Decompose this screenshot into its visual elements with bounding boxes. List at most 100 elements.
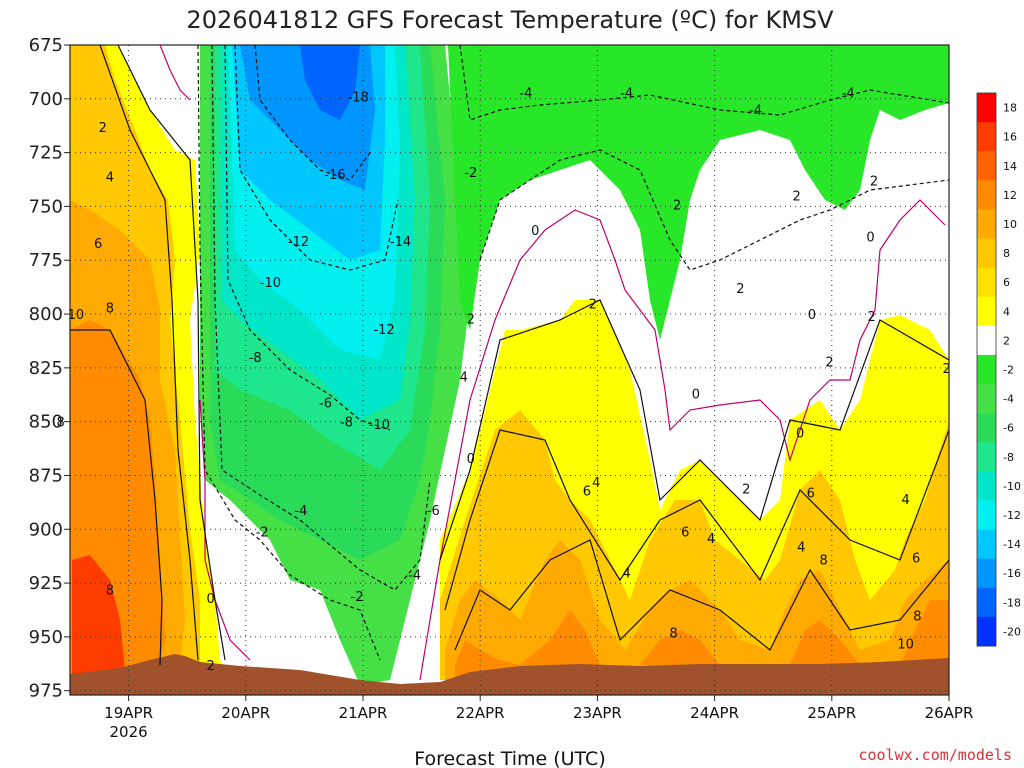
- contour-east-2: [439, 299, 949, 561]
- contour-label: 0: [808, 308, 816, 323]
- colorbar-swatch: [977, 500, 996, 531]
- contour-label: 2: [825, 355, 833, 370]
- x-tick-label: 26APR: [925, 704, 974, 722]
- x-tick-label: 22APR: [456, 704, 505, 722]
- y-tick-label: 675: [29, 35, 63, 56]
- colorbar-label: -10: [1003, 480, 1021, 493]
- colorbar-label: -12: [1003, 509, 1021, 522]
- contour-label: -4: [408, 568, 421, 583]
- colorbar-swatch: [977, 209, 996, 240]
- colorbar-swatch: [977, 442, 996, 472]
- credit-text: coolwx.com/models: [858, 746, 1012, 764]
- colorbar-label: -6: [1003, 422, 1014, 435]
- contour-label: 2: [589, 297, 597, 312]
- y-tick-label: 750: [29, 196, 63, 217]
- contour-label: 0: [692, 388, 700, 403]
- contour-label: 10: [68, 308, 85, 323]
- contour-label: 2: [99, 121, 107, 136]
- y-tick-label: 875: [29, 465, 63, 486]
- contour-label: 2: [736, 282, 744, 297]
- contour-label: 2: [870, 175, 878, 190]
- contour-label: 0: [531, 224, 539, 239]
- colorbar-swatch: [977, 180, 996, 210]
- colorbar-label: 12: [1003, 189, 1017, 202]
- colorbar-swatch: [977, 587, 996, 618]
- colorbar-label: 4: [1003, 305, 1010, 318]
- contour-label: -4: [294, 504, 307, 519]
- colorbar: 18 16 14 12 10 8 6 4 2 -2 -4 -6 -8 -10 -12 -14 -16 -18 -20: [976, 92, 1021, 647]
- band-warm-west-red: [72, 555, 125, 680]
- x-tick-label: 25APR: [807, 704, 856, 722]
- contour-label: -4: [519, 86, 532, 101]
- contour-east-4: [444, 429, 949, 611]
- colorbar-label: 6: [1003, 276, 1010, 289]
- contour-label: 6: [912, 551, 920, 566]
- colorbar-swatch: [977, 122, 996, 152]
- contour-label: 10: [897, 637, 914, 652]
- colorbar-swatch: [977, 93, 996, 123]
- contour-label: 4: [623, 566, 631, 581]
- contour-label: 8: [669, 627, 677, 642]
- contour-label: -8: [340, 416, 353, 431]
- contour-east-minus4: [459, 45, 949, 121]
- terrain: [70, 654, 949, 695]
- colorbar-label: 2: [1003, 334, 1010, 347]
- contour-label: 4: [901, 493, 909, 508]
- contour-west-6: [99, 45, 199, 661]
- contour-zero-east: [419, 199, 946, 681]
- colorbar-swatch: [977, 529, 996, 560]
- contour-label: 6: [94, 237, 102, 252]
- contour-label: 2: [943, 362, 951, 377]
- contour-label: 4: [592, 476, 600, 491]
- contour-label: 0: [206, 592, 214, 607]
- contour-label: -8: [249, 351, 262, 366]
- y-tick-label: 825: [29, 358, 63, 379]
- contour-label: 2: [792, 190, 800, 205]
- contour-label: -12: [288, 235, 309, 250]
- colorbar-label: -14: [1003, 538, 1021, 551]
- colorbar-swatch: [977, 471, 996, 501]
- contour-label: 2: [742, 482, 750, 497]
- x-tick-sublabel: 2026: [110, 723, 148, 741]
- contour-minus8: [224, 45, 391, 431]
- colorbar-label: -2: [1003, 364, 1014, 377]
- colorbar-swatch: [977, 296, 996, 327]
- contour-east-minus2: [479, 149, 949, 271]
- contour-west-10: [70, 329, 163, 666]
- x-axis-label: Forecast Time (UTC): [414, 748, 605, 768]
- band-east-green: [448, 45, 949, 340]
- colorbar-label: -18: [1003, 596, 1021, 609]
- band-east-darkorange: [455, 600, 949, 680]
- contour-label: 8: [106, 584, 114, 599]
- colorbar-swatch: [977, 325, 996, 356]
- y-tick-label: 900: [29, 519, 63, 540]
- y-tick-label: 700: [29, 89, 63, 110]
- contour-label: -12: [373, 323, 394, 338]
- y-axis: 675 700 725 750 775 800 825 850 875 900 925 950 975: [29, 35, 70, 702]
- x-tick-label: 19APR: [104, 704, 153, 722]
- contour-label: -2: [351, 590, 364, 605]
- contour-label: 6: [583, 485, 591, 500]
- contour-label: 0: [467, 452, 475, 467]
- colorbar-swatch: [977, 354, 996, 385]
- y-tick-label: 725: [29, 143, 63, 164]
- colorbar-label: 10: [1003, 218, 1017, 231]
- contour-label: -6: [319, 396, 332, 411]
- contour-label: 4: [797, 540, 805, 555]
- contour-label: 2: [206, 659, 214, 674]
- y-tick-label: 975: [29, 681, 63, 702]
- contour-label: -10: [369, 418, 390, 433]
- contour-label: 2: [673, 198, 681, 213]
- colorbar-label: 18: [1003, 102, 1017, 115]
- contour-label: 8: [913, 609, 921, 624]
- contour-east-6: [454, 539, 949, 651]
- colorbar-label: -8: [1003, 451, 1014, 464]
- contour-label: 2: [868, 310, 876, 325]
- colorbar-label: -20: [1003, 625, 1021, 638]
- contour-label: -4: [749, 104, 762, 119]
- colorbar-label: 16: [1003, 131, 1017, 144]
- y-tick-label: 950: [29, 627, 63, 648]
